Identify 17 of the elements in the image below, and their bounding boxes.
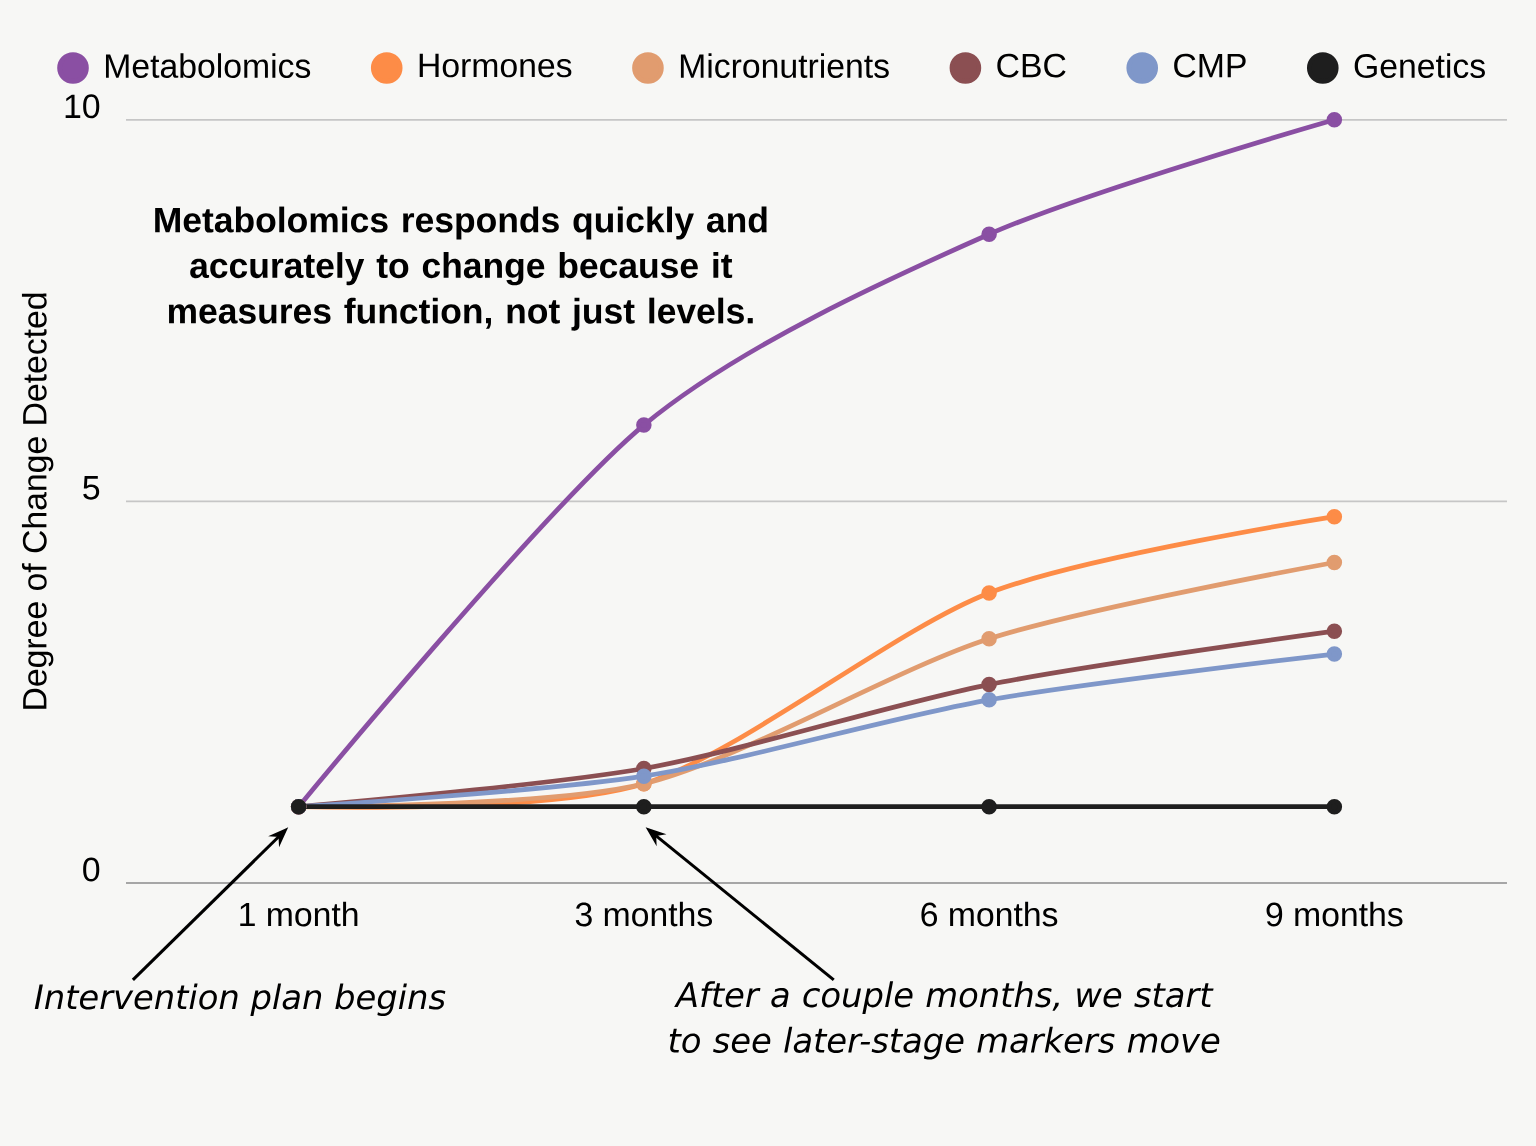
legend-label: CMP (1174, 53, 1246, 78)
x-tick-label: 3 months (575, 901, 713, 927)
legend-label: Hormones (419, 53, 572, 78)
annotation: Metabolomics responds quickly and accurately to change because it measures function, not just levels. (155, 206, 767, 331)
text: After a couple months, we start to see later-stage markers move (669, 981, 1220, 1060)
legend-label: Micronutrients (680, 53, 889, 78)
x-tick-label: 9 months (1266, 901, 1403, 927)
y-tick-label: 5 (83, 476, 100, 500)
y-tick-label: 10 (65, 94, 100, 119)
x-tick-label: 6 months (921, 901, 1058, 927)
legend-label: Metabolomics (105, 53, 311, 78)
x-tick-label: 1 month (240, 901, 358, 927)
y-axis-title: Degree of Change Detected (21, 293, 54, 709)
legend-label: CBC (997, 53, 1066, 78)
text: Intervention plan begins (34, 983, 446, 1017)
y-tick-label: 0 (83, 857, 100, 882)
legend-label: Genetics (1354, 53, 1485, 78)
